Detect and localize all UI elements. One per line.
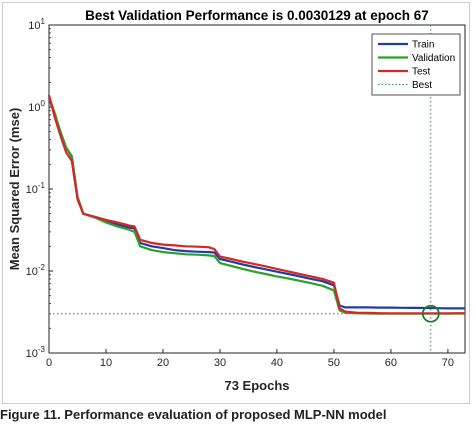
y-tick-label: 10-3 [26, 345, 46, 360]
x-tick-label: 0 [46, 357, 52, 369]
legend-label: Best [412, 80, 432, 91]
x-tick-label: 60 [385, 357, 397, 369]
chart-title: Best Validation Performance is 0.0030129… [85, 8, 429, 23]
x-tick-label: 50 [328, 357, 340, 369]
chart: Best Validation Performance is 0.0030129… [7, 8, 466, 393]
y-tick-label: 10-2 [26, 263, 46, 278]
best-marker [421, 304, 440, 323]
legend-label: Test [412, 67, 431, 78]
legend: Train Validation Test Best [371, 33, 461, 96]
x-tick-label: 10 [100, 357, 112, 369]
y-axis-title: Mean Squared Error (mse) [7, 108, 22, 271]
series-line-validation [47, 95, 465, 315]
x-axis-title: 73 Epochs [224, 378, 289, 393]
figure-caption: Figure 11. Performance evaluation of pro… [0, 407, 387, 422]
series-line-train [47, 97, 465, 310]
series-line-test [47, 94, 465, 315]
legend-label: Validation [412, 53, 455, 64]
legend-label: Train [412, 40, 434, 51]
x-tick-label: 20 [157, 357, 169, 369]
x-tick-label: 70 [442, 357, 454, 369]
y-tick-label: 100 [28, 99, 45, 114]
y-tick-label: 10-1 [26, 181, 46, 196]
y-tick-label: 101 [28, 17, 45, 32]
figure-frame: Best Validation Performance is 0.0030129… [2, 2, 470, 404]
x-tick-label: 30 [214, 357, 226, 369]
x-tick-label: 40 [271, 357, 283, 369]
